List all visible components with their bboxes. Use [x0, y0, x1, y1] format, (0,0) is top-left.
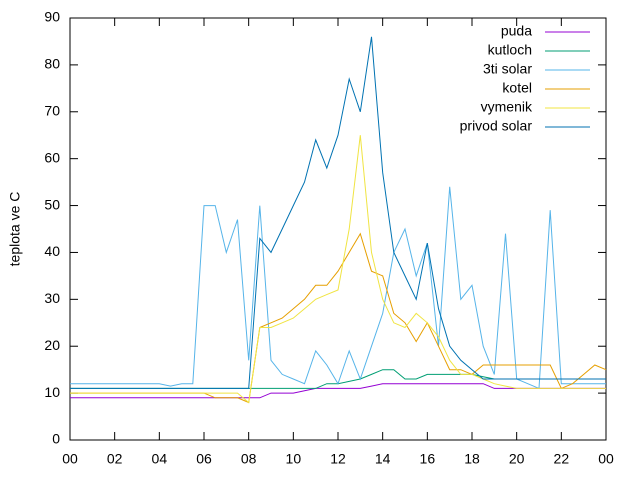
x-tick-label: 22: [554, 451, 570, 467]
x-tick-label: 18: [464, 451, 480, 467]
x-tick-label: 00: [62, 451, 78, 467]
x-tick-label: 08: [241, 451, 257, 467]
legend-label: kutloch: [488, 42, 532, 58]
y-tick-label: 50: [44, 196, 60, 212]
series-line: [70, 36, 606, 389]
y-tick-label: 30: [44, 290, 60, 306]
plot-border: [69, 17, 607, 441]
y-tick-label: 60: [44, 149, 60, 165]
legend-label: kotel: [502, 80, 532, 96]
y-axis-label: teplota ve C: [7, 192, 23, 267]
y-tick-label: 0: [52, 431, 60, 447]
series-line: [70, 383, 606, 399]
y-tick-label: 20: [44, 337, 60, 353]
x-tick-label: 12: [330, 451, 346, 467]
x-tick-label: 04: [152, 451, 168, 467]
y-tick-label: 80: [44, 56, 60, 72]
x-tick-label: 16: [420, 451, 436, 467]
legend-label: puda: [501, 23, 532, 39]
legend-label: privod solar: [460, 118, 533, 134]
legend-label: vymenik: [481, 99, 533, 115]
x-tick-label: 14: [375, 451, 391, 467]
legend-label: 3ti solar: [483, 61, 532, 77]
y-tick-label: 40: [44, 243, 60, 259]
series-line: [70, 135, 606, 404]
y-tick-label: 70: [44, 102, 60, 118]
x-tick-label: 00: [598, 451, 614, 467]
y-tick-label: 10: [44, 384, 60, 400]
x-tick-label: 02: [107, 451, 123, 467]
y-tick-label: 90: [44, 9, 60, 25]
x-tick-label: 06: [196, 451, 212, 467]
series-line: [70, 232, 607, 404]
x-tick-label: 20: [509, 451, 525, 467]
x-tick-label: 10: [286, 451, 302, 467]
